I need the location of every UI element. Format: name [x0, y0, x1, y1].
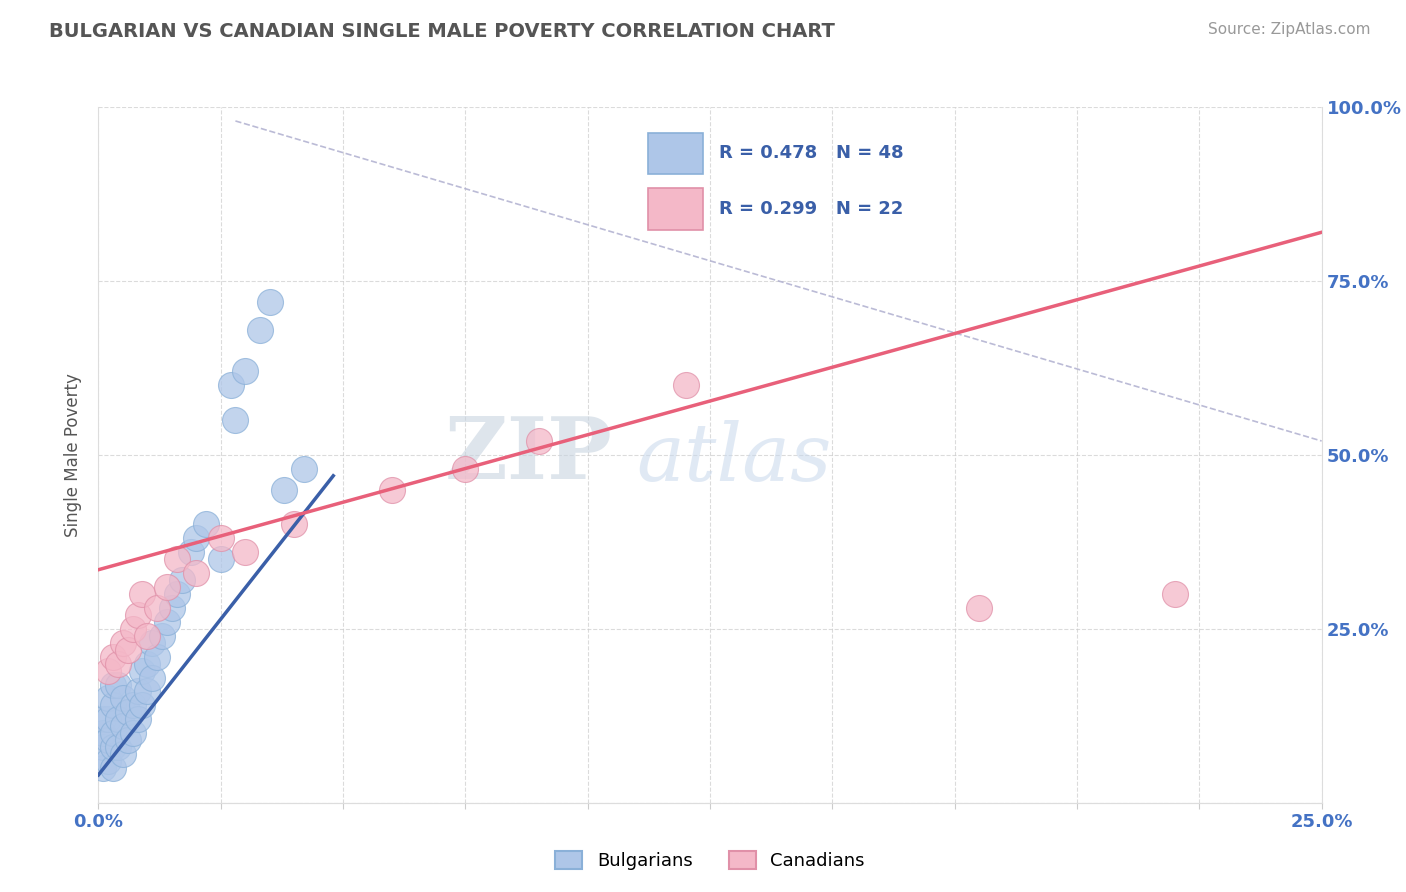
Point [141, 671, 163, 685]
Point [111, 691, 134, 706]
Point [292, 462, 315, 476]
Text: atlas: atlas [637, 419, 832, 497]
Point [146, 649, 169, 664]
Text: Source: ZipAtlas.com: Source: ZipAtlas.com [1208, 22, 1371, 37]
Point [117, 706, 139, 720]
Point [131, 664, 153, 678]
Point [186, 532, 208, 546]
Point [675, 378, 697, 392]
Point [527, 434, 550, 448]
Point [233, 364, 256, 378]
Point [97, 664, 120, 678]
Point [186, 566, 208, 581]
Point [259, 294, 281, 309]
Point [224, 413, 246, 427]
Point [209, 552, 232, 566]
Point [121, 698, 143, 713]
Point [117, 733, 139, 747]
Point [1164, 587, 1187, 601]
Point [219, 378, 242, 392]
Point [91, 740, 114, 755]
Point [146, 601, 169, 615]
Point [150, 629, 173, 643]
Point [283, 517, 305, 532]
Point [107, 712, 129, 726]
Point [131, 587, 153, 601]
Text: BULGARIAN VS CANADIAN SINGLE MALE POVERTY CORRELATION CHART: BULGARIAN VS CANADIAN SINGLE MALE POVERT… [49, 22, 835, 41]
Point [121, 622, 143, 636]
Point [233, 545, 256, 559]
Point [97, 733, 120, 747]
Point [107, 677, 129, 691]
Point [127, 712, 149, 726]
Point [91, 761, 114, 775]
Point [117, 642, 139, 657]
Point [136, 684, 159, 698]
Point [136, 629, 159, 643]
Point [101, 649, 124, 664]
Point [381, 483, 404, 497]
Point [454, 462, 477, 476]
Point [273, 483, 295, 497]
Legend: Bulgarians, Canadians: Bulgarians, Canadians [548, 844, 872, 877]
Y-axis label: Single Male Poverty: Single Male Poverty [65, 373, 83, 537]
Point [127, 684, 149, 698]
Point [160, 601, 183, 615]
Point [111, 719, 134, 733]
Point [101, 726, 124, 740]
Point [180, 545, 202, 559]
Point [967, 601, 990, 615]
Point [101, 698, 124, 713]
Point [131, 698, 153, 713]
Point [107, 657, 129, 671]
Point [166, 587, 188, 601]
Point [156, 615, 179, 629]
Point [101, 740, 124, 755]
Point [127, 607, 149, 622]
Point [97, 712, 120, 726]
Point [156, 580, 179, 594]
Point [107, 740, 129, 755]
Point [249, 323, 271, 337]
Point [195, 517, 218, 532]
Point [166, 552, 188, 566]
Point [101, 677, 124, 691]
Point [121, 726, 143, 740]
Point [97, 754, 120, 768]
Point [111, 636, 134, 650]
Point [170, 573, 193, 587]
Point [141, 636, 163, 650]
Point [136, 657, 159, 671]
Point [101, 761, 124, 775]
Point [91, 726, 114, 740]
Point [97, 691, 120, 706]
Point [209, 532, 232, 546]
Text: ZIP: ZIP [444, 413, 612, 497]
Point [111, 747, 134, 761]
Point [91, 712, 114, 726]
